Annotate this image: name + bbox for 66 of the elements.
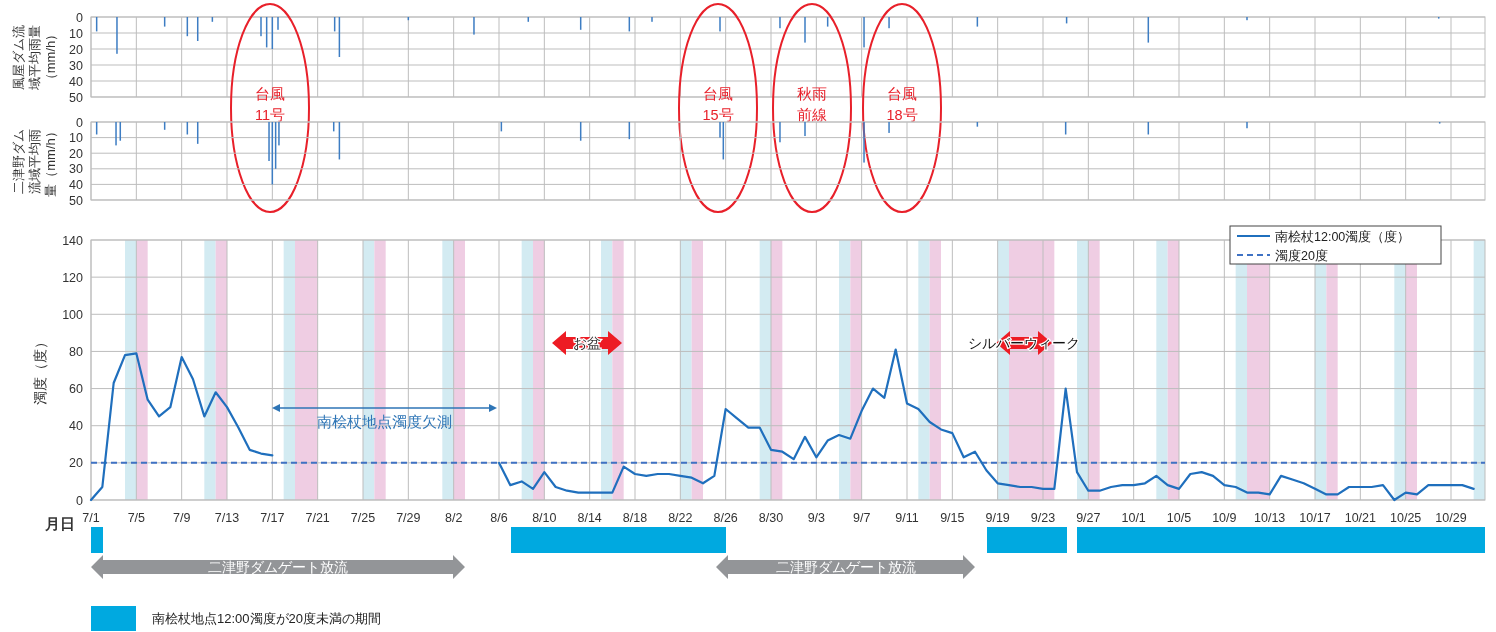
x-tick-label: 7/17 [260, 511, 285, 525]
y-tick-label: 0 [76, 10, 84, 25]
x-tick-label: 10/5 [1166, 511, 1192, 525]
text: 南桧杖地点12:00濁度が20度未満の期間 [152, 611, 381, 626]
x-tick-label: 9/19 [985, 511, 1010, 525]
y-axis-title: 濁度（度） [31, 335, 48, 405]
annotation: お盆 [573, 335, 601, 351]
annotation: 台風18号 [886, 86, 918, 124]
y-axis-title: 二津野ダム流域平均雨量（mm/h） [10, 125, 58, 197]
x-tick-label: 10/25 [1390, 511, 1422, 525]
x-tick-label: 9/7 [852, 511, 871, 525]
x-tick-label: 9/23 [1030, 511, 1056, 525]
y-tick-label: 30 [69, 58, 84, 73]
x-tick-label: 10/9 [1212, 511, 1237, 525]
x-tick-label: 8/6 [490, 511, 508, 525]
x-tick-label: 7/29 [396, 511, 421, 525]
y-tick-label: 20 [69, 456, 84, 471]
x-tick-label: 10/1 [1121, 511, 1146, 525]
x-tick-label: 8/26 [713, 511, 738, 525]
x-tick-label: 9/11 [895, 511, 919, 525]
y-tick-label: 140 [62, 233, 84, 248]
y-tick-label: 0 [76, 115, 84, 130]
y-tick-label: 20 [69, 42, 84, 57]
y-axis-title: 風屋ダム流域平均雨量（mm/h） [10, 24, 58, 91]
x-tick-label: 8/2 [444, 511, 463, 525]
x-tick-label: 8/10 [532, 511, 557, 525]
annotation: 南桧杖地点濁度欠測 [317, 414, 452, 430]
x-tick-label: 9/3 [807, 511, 826, 525]
y-tick-label: 80 [69, 344, 84, 359]
text: 二津野ダムゲート放流 [775, 560, 916, 575]
y-tick-label: 120 [62, 270, 84, 285]
y-tick-label: 50 [69, 193, 84, 208]
x-tick-label: 10/13 [1254, 511, 1286, 525]
legend-label: 濁度20度 [1275, 247, 1328, 263]
x-tick-label: 8/30 [758, 511, 784, 525]
y-tick-label: 10 [69, 26, 84, 41]
y-tick-label: 50 [69, 90, 84, 105]
x-tick-label: 7/9 [172, 511, 191, 525]
y-tick-label: 60 [69, 382, 84, 397]
x-tick-label: 9/27 [1076, 511, 1101, 525]
x-tick-label: 8/14 [577, 511, 602, 525]
x-axis-title: 月日 [44, 515, 75, 532]
x-tick-label: 7/21 [305, 511, 330, 525]
x-tick-label: 8/18 [622, 511, 648, 525]
x-tick-label: 7/5 [127, 511, 146, 525]
text: 二津野ダムゲート放流 [208, 560, 348, 575]
y-tick-label: 30 [69, 162, 84, 177]
y-tick-label: 40 [69, 419, 84, 434]
x-tick-label: 7/1 [82, 511, 100, 525]
x-tick-label: 9/15 [940, 511, 965, 525]
x-tick-label: 7/25 [350, 511, 376, 525]
y-tick-label: 100 [62, 307, 84, 322]
y-tick-label: 40 [69, 74, 84, 89]
annotation: 台風15号 [702, 86, 734, 124]
x-tick-label: 8/22 [668, 511, 693, 525]
y-tick-label: 0 [76, 493, 84, 508]
y-tick-label: 40 [69, 177, 84, 192]
annotation: 秋雨前線 [797, 86, 827, 124]
y-tick-label: 20 [69, 146, 84, 161]
y-tick-label: 10 [69, 131, 84, 146]
legend-label: 南桧杖12:00濁度（度） [1275, 228, 1411, 244]
annotation: 台風11号 [254, 86, 286, 124]
x-tick-label: 10/17 [1299, 511, 1331, 525]
x-tick-label: 10/21 [1344, 511, 1377, 525]
x-tick-label: 10/29 [1435, 511, 1467, 525]
x-tick-label: 7/13 [214, 511, 240, 525]
